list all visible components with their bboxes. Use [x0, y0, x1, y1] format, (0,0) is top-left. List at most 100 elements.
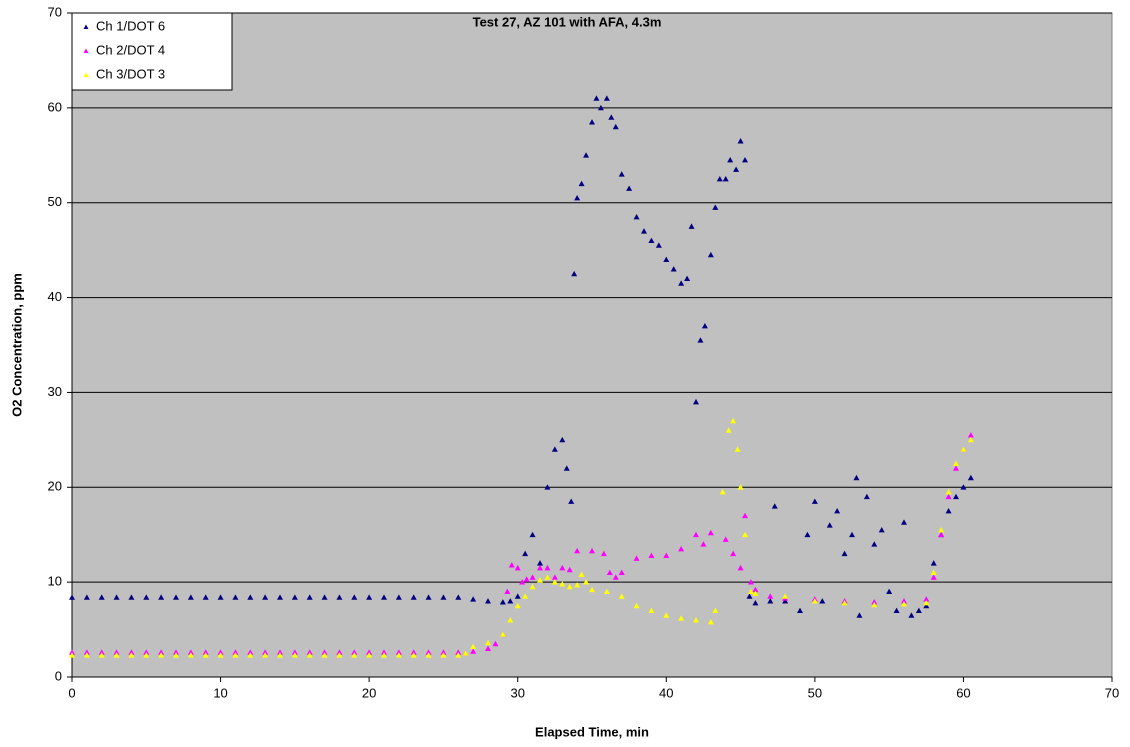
data-point — [737, 484, 744, 490]
data-point — [566, 566, 573, 573]
y-tick-label: 60 — [48, 99, 62, 114]
data-point — [589, 119, 595, 125]
legend-box — [71, 12, 233, 91]
data-point — [523, 576, 530, 582]
data-point — [485, 598, 491, 604]
data-point — [826, 522, 833, 528]
data-point — [663, 612, 670, 618]
data-point — [455, 652, 462, 658]
y-tick-label: 40 — [48, 289, 62, 304]
data-point — [492, 640, 499, 647]
data-point — [771, 503, 778, 509]
data-point — [504, 588, 511, 595]
y-tick-label: 70 — [48, 4, 62, 19]
data-point — [381, 649, 387, 655]
data-point — [589, 547, 595, 554]
data-point — [143, 594, 150, 600]
marks — [69, 95, 974, 658]
data-point — [700, 541, 707, 547]
data-point — [507, 598, 514, 604]
data-point — [128, 594, 135, 600]
data-point — [217, 652, 224, 658]
data-point — [908, 612, 915, 618]
data-point — [217, 594, 224, 600]
data-point — [725, 427, 732, 433]
data-point — [262, 652, 269, 658]
data-point — [522, 550, 529, 557]
x-tick-label: 20 — [362, 685, 376, 700]
data-point — [291, 649, 298, 655]
data-point — [697, 337, 704, 343]
data-point — [930, 574, 937, 580]
data-point — [856, 612, 863, 618]
data-point — [187, 652, 194, 658]
data-point — [886, 588, 893, 595]
data-point — [470, 643, 477, 650]
data-point — [678, 280, 685, 286]
data-point — [83, 649, 90, 655]
data-point — [537, 564, 543, 571]
data-point — [901, 519, 907, 525]
legend-marker — [83, 48, 89, 53]
data-point — [69, 594, 75, 600]
grid: 0 10 20 30 40 50 60 70 0 10 20 30 40 50 60 70 — [48, 4, 1120, 700]
data-point — [707, 618, 714, 625]
data-point — [529, 574, 536, 580]
data-point — [782, 593, 789, 599]
data-point — [425, 649, 432, 655]
data-point — [321, 652, 328, 658]
data-point — [693, 531, 699, 538]
legend-marker — [83, 24, 89, 29]
data-point — [589, 586, 595, 593]
data-point — [618, 569, 625, 576]
data-point — [514, 602, 521, 609]
data-point — [878, 526, 885, 533]
data-point — [351, 652, 358, 658]
data-point — [440, 649, 447, 655]
legend: Ch 1/DOT 6 Ch 2/DOT 4 Ch 3/DOT 3 — [71, 12, 233, 91]
data-point — [485, 645, 491, 651]
data-point — [262, 594, 269, 600]
data-point — [733, 166, 740, 172]
data-point — [849, 531, 855, 538]
data-point — [707, 529, 714, 536]
data-point — [381, 594, 387, 600]
data-point — [514, 593, 521, 599]
data-point — [930, 569, 937, 576]
data-point — [202, 594, 209, 600]
data-point — [945, 508, 952, 514]
data-point — [551, 574, 558, 580]
data-point — [819, 598, 826, 604]
data-point — [871, 599, 878, 605]
data-point — [641, 228, 647, 234]
data-point — [336, 649, 343, 655]
data-point — [712, 607, 719, 613]
data-point — [871, 601, 878, 608]
data-point — [618, 593, 625, 599]
data-point — [693, 617, 699, 623]
data-point — [574, 194, 581, 201]
data-point — [600, 550, 607, 557]
data-point — [923, 602, 930, 609]
data-point — [262, 649, 269, 655]
data-point — [559, 436, 566, 443]
data-point — [455, 649, 462, 655]
data-point — [871, 541, 878, 547]
data-point — [247, 594, 254, 600]
data-point — [485, 639, 491, 646]
y-tick-label: 0 — [55, 668, 62, 683]
data-point — [701, 323, 708, 329]
data-point — [737, 138, 744, 144]
data-point — [563, 465, 570, 471]
data-point — [593, 95, 600, 101]
data-point — [529, 583, 536, 590]
y-tick-label: 20 — [48, 479, 62, 494]
x-tick-label: 60 — [956, 685, 970, 700]
legend-label: Ch 1/DOT 6 — [96, 18, 165, 33]
data-point — [83, 594, 90, 600]
x-tick-label: 70 — [1105, 685, 1119, 700]
data-point — [69, 652, 75, 658]
data-point — [953, 493, 959, 500]
data-point — [306, 652, 313, 658]
data-point — [507, 617, 514, 623]
